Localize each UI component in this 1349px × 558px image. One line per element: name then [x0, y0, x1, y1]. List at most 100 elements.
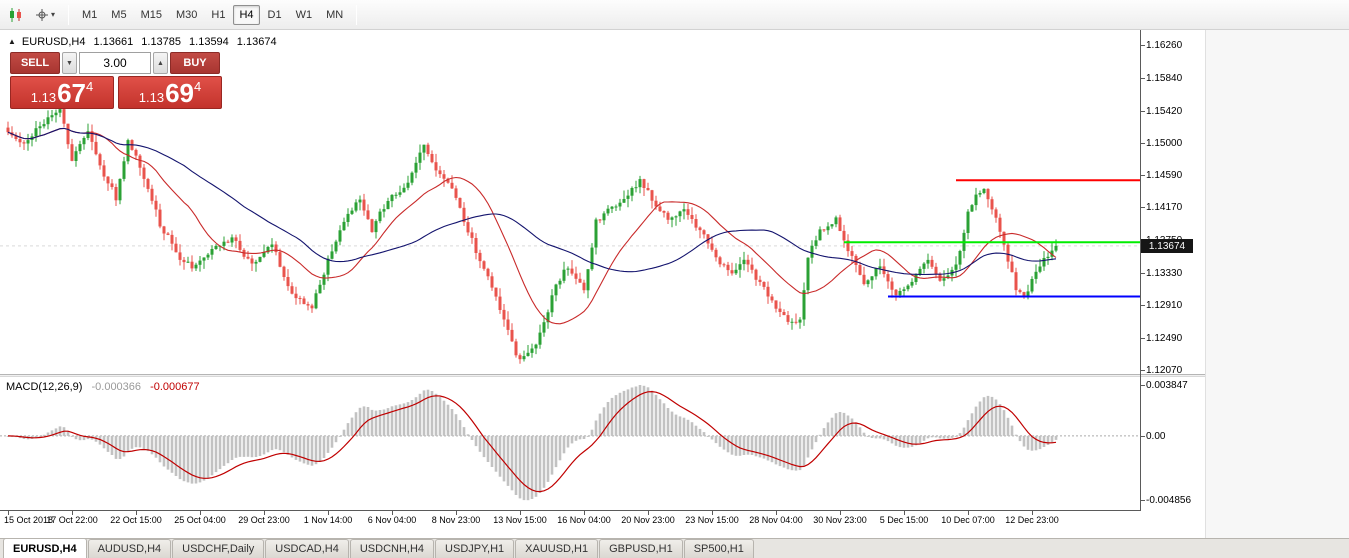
price-tick	[1141, 273, 1145, 274]
panel-splitter[interactable]	[0, 374, 1205, 377]
toolbar-separator	[68, 4, 69, 25]
macd-label-row: MACD(12,26,9) -0.000366 -0.000677	[6, 381, 200, 393]
macd-panel[interactable]	[0, 377, 1140, 510]
macd-indicator-label: MACD(12,26,9)	[6, 381, 83, 393]
timeframe-h4[interactable]: H4	[233, 4, 260, 25]
macd-signal-value: -0.000677	[150, 381, 200, 393]
time-tick	[8, 511, 9, 515]
chart-window: ▲ EURUSD,H4 1.13661 1.13785 1.13594 1.13…	[0, 30, 1205, 538]
price-scale-label: 1.12070	[1146, 365, 1183, 376]
top-toolbar: ▾ M1 M5 M15 M30 H1 H4 D1 W1 MN	[0, 0, 1349, 30]
timeframe-m15[interactable]: M15	[140, 8, 162, 21]
chart-tab-eurusd-h4[interactable]: EURUSD,H4	[3, 538, 87, 558]
ask-price-button[interactable]: 1.13 69 4	[118, 76, 222, 109]
price-scale-label: 1.14170	[1146, 202, 1183, 213]
price-chart[interactable]	[0, 30, 1140, 374]
chart-tab-audusd-h4[interactable]: AUDUSD,H4	[87, 539, 172, 558]
crosshair-glyph	[35, 8, 48, 21]
time-tick	[200, 511, 201, 515]
volume-input[interactable]	[79, 52, 151, 74]
time-tick	[584, 511, 585, 515]
macd-main-value: -0.000366	[91, 381, 142, 393]
ohlc-high: 1.13785	[141, 36, 182, 48]
expand-arrow-icon[interactable]: ▲	[8, 37, 16, 46]
bid-price-button[interactable]: 1.13 67 4	[10, 76, 114, 109]
ask-point: 4	[194, 79, 202, 94]
chart-tab-bar: EURUSD,H4 AUDUSD,H4 USDCHF,Daily USDCAD,H4 U…	[0, 538, 1349, 558]
sell-button[interactable]: SELL	[10, 52, 60, 74]
time-axis-label: 25 Oct 04:00	[174, 515, 226, 525]
spinner-down-icon: ▼	[66, 59, 73, 67]
bid-prefix: 1.13	[30, 89, 57, 105]
macd-scale-label: -0.004856	[1146, 495, 1192, 506]
time-tick	[72, 511, 73, 515]
price-scale-label: 1.14590	[1146, 170, 1183, 181]
price-tick	[1141, 338, 1145, 339]
price-scale-label: 1.15000	[1146, 138, 1183, 149]
time-axis-label: 10 Dec 07:00	[941, 515, 995, 525]
one-click-trading-panel: SELL ▼ ▲ BUY 1.13 67 4 1.13 69 4	[10, 52, 222, 109]
time-axis-label: 23 Nov 15:00	[685, 515, 739, 525]
time-axis-label: 6 Nov 04:00	[367, 515, 417, 525]
time-tick	[520, 511, 521, 515]
toolbar-separator	[356, 4, 358, 25]
time-axis-label: 15 Oct 2018	[4, 515, 54, 525]
price-tick	[1141, 207, 1145, 208]
timeframe-w1[interactable]: W1	[295, 8, 313, 21]
chevron-down-icon: ▾	[50, 10, 55, 19]
ask-pips: 69	[165, 77, 194, 108]
price-tick	[1141, 370, 1145, 371]
time-tick	[456, 511, 457, 515]
buy-button[interactable]: BUY	[170, 52, 220, 74]
ohlc-low: 1.13594	[189, 36, 229, 48]
time-axis-label: 17 Oct 22:00	[46, 515, 98, 525]
macd-tick	[1141, 436, 1145, 437]
chart-tab-sp500-h1[interactable]: SP500,H1	[683, 539, 754, 558]
timeframe-d1[interactable]: D1	[267, 8, 282, 21]
candlestick-chart-icon[interactable]	[4, 4, 28, 26]
chart-tab-xauusd-h1[interactable]: XAUUSD,H1	[515, 539, 599, 558]
macd-tick	[1141, 385, 1145, 386]
spinner-up-icon: ▲	[157, 59, 164, 67]
time-tick	[648, 511, 649, 515]
price-tick	[1141, 45, 1145, 46]
chart-tab-gbpusd-h1[interactable]: GBPUSD,H1	[599, 539, 683, 558]
ask-prefix: 1.13	[138, 89, 165, 105]
timeframe-m30[interactable]: M30	[175, 8, 198, 21]
volume-decrease-button[interactable]: ▼	[62, 52, 77, 74]
time-axis-label: 13 Nov 15:00	[493, 515, 547, 525]
volume-increase-button[interactable]: ▲	[153, 52, 168, 74]
time-axis-label: 20 Nov 23:00	[621, 515, 675, 525]
bid-pips: 67	[57, 77, 86, 108]
price-scale-label: 1.16260	[1146, 40, 1183, 51]
time-axis-label: 5 Dec 15:00	[879, 515, 929, 525]
price-tick	[1141, 143, 1145, 144]
workspace-background	[1205, 30, 1349, 538]
time-tick	[968, 511, 969, 515]
time-tick	[904, 511, 905, 515]
time-axis-label: 8 Nov 23:00	[431, 515, 481, 525]
price-axis-line	[1140, 30, 1141, 510]
ohlc-close: 1.13674	[236, 36, 277, 48]
price-scale-label: 1.12490	[1146, 333, 1183, 344]
timeframe-m1[interactable]: M1	[82, 8, 98, 21]
chart-tab-usdcnh-h4[interactable]: USDCNH,H4	[349, 539, 435, 558]
price-tick	[1141, 78, 1145, 79]
macd-scale-label: 0.003847	[1146, 380, 1188, 391]
timeframe-mn[interactable]: MN	[326, 8, 344, 21]
price-scale-label: 1.15840	[1146, 73, 1183, 84]
time-axis-line	[0, 510, 1141, 511]
price-tick	[1141, 175, 1145, 176]
timeframe-h1[interactable]: H1	[211, 8, 226, 21]
chart-tools-dropdown-icon[interactable]: ▾	[28, 4, 62, 26]
time-tick	[264, 511, 265, 515]
chart-tab-usdjpy-h1[interactable]: USDJPY,H1	[435, 539, 515, 558]
time-tick	[1032, 511, 1033, 515]
timeframe-toolbar: M1 M5 M15 M30 H1 H4 D1 W1 MN	[75, 4, 350, 25]
price-tick	[1141, 111, 1145, 112]
chart-tab-usdchf-daily[interactable]: USDCHF,Daily	[172, 539, 265, 558]
time-tick	[392, 511, 393, 515]
chart-tab-usdcad-h4[interactable]: USDCAD,H4	[265, 539, 349, 558]
price-scale-label: 1.13330	[1146, 268, 1183, 279]
timeframe-m5[interactable]: M5	[111, 8, 127, 21]
